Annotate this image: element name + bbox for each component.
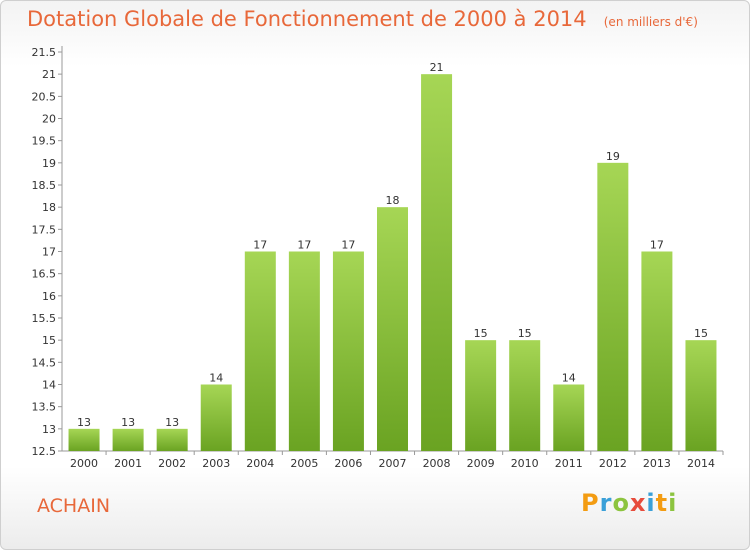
y-tick-label: 16 — [42, 290, 56, 303]
logo-letter: o — [612, 489, 630, 517]
bar — [597, 162, 629, 452]
y-tick-label: 13 — [42, 423, 56, 436]
bar-value-label: 18 — [386, 194, 400, 207]
chart-title-block: Dotation Globale de Fonctionnement de 20… — [27, 7, 698, 31]
x-tick-label: 2001 — [114, 457, 142, 470]
bar — [553, 384, 585, 451]
x-tick-label: 2013 — [643, 457, 671, 470]
logo-letter: i — [668, 489, 678, 517]
bar-value-label: 13 — [165, 416, 179, 429]
bar-value-label: 14 — [209, 372, 223, 385]
y-axis-ticks: 12.5 13 13.5 14 14.5 15 15.5 16 16.5 17 17.5 18 18.5… — [32, 46, 62, 458]
y-tick-label: 12.5 — [32, 445, 57, 458]
bar — [332, 251, 364, 451]
y-tick-label: 18 — [42, 201, 56, 214]
bar — [509, 340, 541, 451]
y-tick-label: 17 — [42, 246, 56, 259]
bar-value-label: 17 — [341, 239, 355, 252]
y-tick-label: 21.5 — [32, 46, 57, 59]
logo-letter: t — [655, 489, 669, 517]
bar-value-label: 14 — [562, 372, 576, 385]
x-tick-label: 2011 — [555, 457, 583, 470]
y-tick-label: 13.5 — [32, 401, 57, 414]
bar-value-label: 13 — [121, 416, 135, 429]
x-tick-label: 2002 — [158, 457, 186, 470]
x-tick-label: 2000 — [70, 457, 98, 470]
bar — [421, 74, 453, 452]
commune-name: ACHAIN — [37, 495, 111, 517]
y-tick-label: 19.5 — [32, 135, 57, 148]
bar-value-label: 17 — [297, 239, 311, 252]
x-tick-label: 2003 — [202, 457, 230, 470]
x-tick-label: 2005 — [290, 457, 318, 470]
bar — [244, 251, 276, 451]
y-tick-label: 16.5 — [32, 268, 57, 281]
x-tick-label: 2007 — [379, 457, 407, 470]
bar — [377, 207, 408, 451]
chart-title: Dotation Globale de Fonctionnement de 20… — [27, 7, 587, 31]
y-tick-label: 14.5 — [32, 356, 57, 369]
logo-letter: P — [581, 489, 600, 517]
logo-letter: x — [629, 489, 647, 517]
y-tick-label: 14 — [42, 379, 56, 392]
bar-value-label: 15 — [474, 327, 488, 340]
y-tick-label: 15 — [42, 334, 56, 347]
bar — [685, 340, 717, 451]
bar — [641, 251, 673, 451]
y-tick-label: 20.5 — [32, 90, 57, 103]
bar — [156, 428, 188, 451]
y-tick-label: 15.5 — [32, 312, 57, 325]
proxiti-logo: Proxiti — [581, 489, 677, 517]
x-tick-label: 2012 — [599, 457, 627, 470]
bar-value-label: 17 — [253, 239, 267, 252]
x-axis-ticks: 2000 2001 2002 2003 2004 2005 2006 2007 2008 2009… — [70, 451, 724, 470]
logo-letter: i — [646, 489, 656, 517]
y-tick-label: 18.5 — [32, 179, 57, 192]
y-tick-label: 17.5 — [32, 223, 57, 236]
bar-value-label: 15 — [694, 327, 708, 340]
bar — [200, 384, 232, 451]
chart-unit: (en milliers d'€) — [603, 15, 698, 29]
x-tick-label: 2010 — [511, 457, 539, 470]
bar-value-label: 13 — [77, 416, 91, 429]
bar — [68, 428, 100, 451]
y-tick-label: 19 — [42, 157, 56, 170]
bar-value-label: 19 — [606, 150, 620, 163]
x-tick-label: 2006 — [334, 457, 362, 470]
bar — [112, 428, 144, 451]
y-tick-label: 20 — [42, 113, 56, 126]
bars: 13 13 13 14 17 17 17 18 21 15 15 14 19 17 15 — [68, 61, 717, 452]
bar-value-label: 17 — [650, 239, 664, 252]
logo-letter: r — [599, 489, 613, 517]
bar-value-label: 21 — [430, 61, 444, 74]
x-tick-label: 2008 — [423, 457, 451, 470]
y-tick-label: 21 — [42, 68, 56, 81]
x-tick-label: 2009 — [467, 457, 495, 470]
bar-value-label: 15 — [518, 327, 532, 340]
x-tick-label: 2004 — [246, 457, 274, 470]
bar — [288, 251, 320, 451]
bar — [465, 340, 497, 451]
x-tick-label: 2014 — [687, 457, 715, 470]
